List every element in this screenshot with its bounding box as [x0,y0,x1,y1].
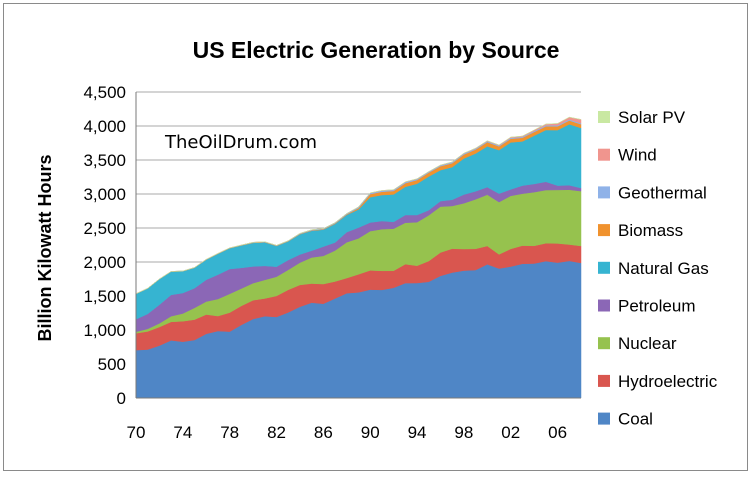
x-tick-label: 86 [314,423,333,442]
x-tick-label: 70 [127,423,146,442]
y-tick-label: 3,000 [83,185,126,204]
legend-swatch-coal [598,412,610,425]
legend-swatch-petroleum [598,299,610,312]
legend-swatch-hydroelectric [598,374,610,387]
x-tick-label: 98 [454,423,473,442]
y-tick-label: 4,500 [83,83,126,102]
legend: Solar PV Wind Geothermal Biomass Natural Gas… [598,108,718,429]
stacked-area-chart: US Electric Generation by Source Billion… [35,37,718,442]
legend-swatch-biomass [598,224,610,237]
axes [135,92,581,399]
legend-label-hydroelectric: Hydroelectric [618,372,718,391]
y-tick-label: 2,500 [83,219,126,238]
legend-swatch-natural-gas [598,261,610,274]
x-tick-label: 06 [548,423,567,442]
watermark: TheOilDrum.com [164,132,317,153]
y-tick-label: 4,000 [83,117,126,136]
x-tick-label: 74 [173,423,192,442]
legend-label-natural-gas: Natural Gas [618,259,709,278]
y-tick-label: 1,000 [83,321,126,340]
y-tick-label: 1,500 [83,287,126,306]
x-tick-label: 82 [267,423,286,442]
y-axis-label: Billion Kilowatt Hours [35,155,55,342]
legend-label-coal: Coal [618,410,653,429]
legend-swatch-wind [598,148,610,161]
legend-label-wind: Wind [618,146,657,165]
x-tick-label: 02 [501,423,520,442]
x-tick-label: 78 [220,423,239,442]
y-tick-label: 500 [98,355,126,374]
legend-label-solar-pv: Solar PV [618,108,686,127]
y-tick-label: 0 [117,389,126,408]
x-tick-labels: 70 74 78 82 86 90 94 98 02 06 [127,423,568,442]
x-tick-label: 90 [361,423,380,442]
chart-title: US Electric Generation by Source [193,37,560,63]
y-tick-labels: 0 500 1,000 1,500 2,000 2,500 3,000 3,500 4,000 4… [83,83,126,408]
series-areas [135,116,582,399]
legend-label-geothermal: Geothermal [618,183,707,202]
legend-swatch-nuclear [598,337,610,350]
legend-label-petroleum: Petroleum [618,297,695,316]
legend-label-nuclear: Nuclear [618,334,677,353]
legend-label-biomass: Biomass [618,221,683,240]
legend-swatch-geothermal [598,186,610,199]
y-tick-label: 2,000 [83,253,126,272]
legend-swatch-solar-pv [598,111,610,123]
x-tick-label: 94 [408,423,427,442]
chart-frame: US Electric Generation by Source Billion… [3,3,748,471]
area-solar-pv [135,116,582,294]
y-tick-label: 3,500 [83,151,126,170]
